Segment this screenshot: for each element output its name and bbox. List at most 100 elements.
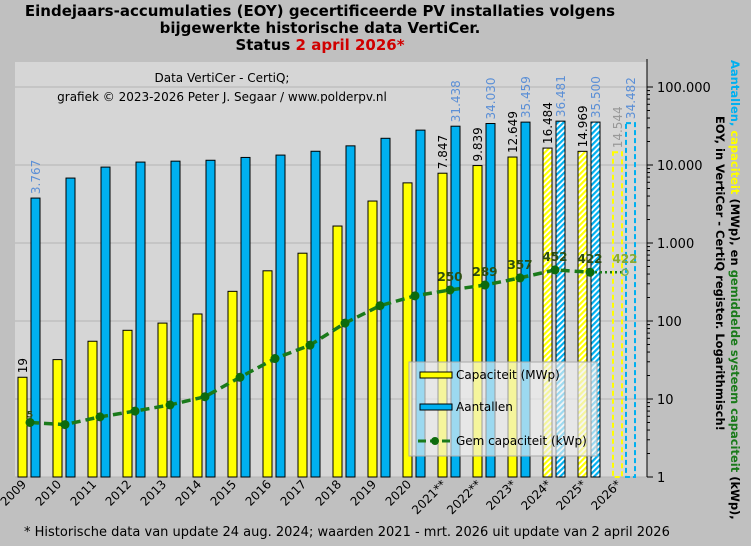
capacity-bar-label: 14.544 (611, 106, 625, 148)
legend-label: Aantallen (456, 400, 513, 414)
capacity-bar-label: 9.839 (471, 127, 485, 161)
count-bar-label: 34.030 (484, 78, 498, 120)
avg-point (340, 318, 350, 328)
count-bar (240, 156, 251, 478)
x-tick-label: 2025* (553, 477, 589, 513)
count-bar-label: 35.500 (589, 76, 603, 118)
credit-line2: grafiek © 2023-2026 Peter J. Segaar / ww… (57, 90, 387, 104)
capacity-bar (472, 165, 483, 478)
capacity-bar (297, 252, 308, 478)
avg-point (60, 420, 70, 430)
avg-point (585, 267, 595, 277)
x-tick-label: 2013 (138, 477, 169, 508)
avg-label: 422 (612, 252, 637, 266)
x-tick-label: 2024* (518, 477, 554, 513)
count-bar (100, 166, 111, 478)
capacity-bar (192, 313, 203, 478)
count-bar-label: 34.482 (624, 77, 638, 119)
count-bar (170, 160, 181, 478)
footnote: * Historische data van update 24 aug. 20… (24, 525, 670, 540)
avg-point (480, 280, 490, 290)
x-tick-label: 2021** (409, 477, 449, 517)
y-axis-label-line2: EOY, in VertiCer - CertiQ register. Loga… (713, 116, 727, 431)
x-tick-label: 2015 (208, 477, 239, 508)
x-tick-label: 2023* (483, 477, 519, 513)
capacity-bar (157, 322, 168, 478)
count-bar-label: 3.767 (29, 160, 43, 194)
y-tick-label: 100 (657, 315, 682, 330)
credit-line1: Data VertiCer - CertiQ; (155, 71, 290, 85)
capacity-bar (577, 150, 588, 478)
capacity-bar (507, 156, 518, 478)
x-tick-label: 2022** (444, 477, 484, 517)
x-tick-label: 2009 (0, 477, 29, 508)
capacity-bar-label: 16.484 (541, 102, 555, 144)
count-bar (625, 122, 636, 479)
capacity-bar-label: 12.649 (506, 111, 520, 153)
avg-point (25, 417, 35, 427)
avg-label: 250 (437, 270, 462, 284)
x-tick-label: 2017 (278, 477, 309, 508)
avg-point (515, 273, 525, 283)
count-bar (345, 145, 356, 478)
count-bar (520, 121, 531, 478)
count-bar (205, 159, 216, 478)
x-tick-label: 2012 (103, 477, 134, 508)
count-bar (555, 120, 566, 478)
avg-point (165, 400, 175, 410)
capacity-bar (367, 200, 378, 478)
capacity-bar (262, 270, 273, 478)
capacity-bar (52, 359, 63, 478)
y-tick-label: 100.000 (657, 81, 711, 96)
capacity-bar (227, 290, 238, 478)
y-tick-label: 10.000 (657, 159, 703, 174)
avg-point (95, 412, 105, 422)
legend-swatch (419, 371, 453, 379)
y-tick-label: 10 (657, 393, 674, 408)
avg-point (305, 340, 315, 350)
capacity-bar (87, 340, 98, 478)
avg-label: 289 (472, 265, 497, 279)
avg-point (235, 372, 245, 382)
legend-swatch (419, 403, 453, 411)
capacity-bar (542, 147, 553, 478)
y-axis-label-line1: Aantallen, capaciteit (MWp), en gemiddel… (728, 60, 742, 520)
chart-title-line1: Eindejaars-accumulaties (EOY) gecertific… (24, 2, 616, 20)
count-bar (30, 197, 41, 478)
capacity-bar (332, 225, 343, 478)
count-bar-label: 31.438 (449, 80, 463, 122)
count-bar (275, 154, 286, 478)
legend-label: Gem capaciteit (kWp) (456, 434, 587, 448)
legend: Capaciteit (MWp) Aantallen Gem capaciteit … (408, 361, 598, 457)
status-date: 2 april 2026* (295, 36, 405, 54)
avg-point (375, 301, 385, 311)
capacity-bar (122, 329, 133, 478)
y-tick-label: 1.000 (657, 237, 694, 252)
x-tick-label: 2016 (243, 477, 274, 508)
x-tick-label: 2020 (383, 477, 414, 508)
count-bar (65, 177, 76, 478)
legend-marker (431, 437, 439, 445)
avg-point (410, 291, 420, 301)
legend-label: Capaciteit (MWp) (456, 368, 560, 382)
count-bar (590, 121, 601, 478)
avg-label: 5 (27, 410, 33, 420)
x-tick-label: 2018 (313, 477, 344, 508)
y-axis-label-segment: gemiddelde systeem capaciteit (728, 270, 742, 477)
chart-title-line2: bijgewerkte historische data VertiCer. (159, 19, 481, 37)
status-prefix: Status (235, 36, 296, 54)
y-axis-label-segment: (MWp), en (728, 198, 742, 269)
avg-point-projected (621, 268, 629, 276)
count-bar-label: 35.459 (519, 76, 533, 118)
count-bar (485, 123, 496, 478)
y-tick-label: 1 (657, 471, 665, 486)
x-tick-label: 2010 (33, 477, 64, 508)
count-bar (415, 129, 426, 478)
x-tick-label: 2011 (68, 477, 99, 508)
avg-point (200, 392, 210, 402)
capacity-bar (402, 182, 413, 478)
capacity-bar (17, 376, 28, 478)
count-bar (310, 150, 321, 478)
